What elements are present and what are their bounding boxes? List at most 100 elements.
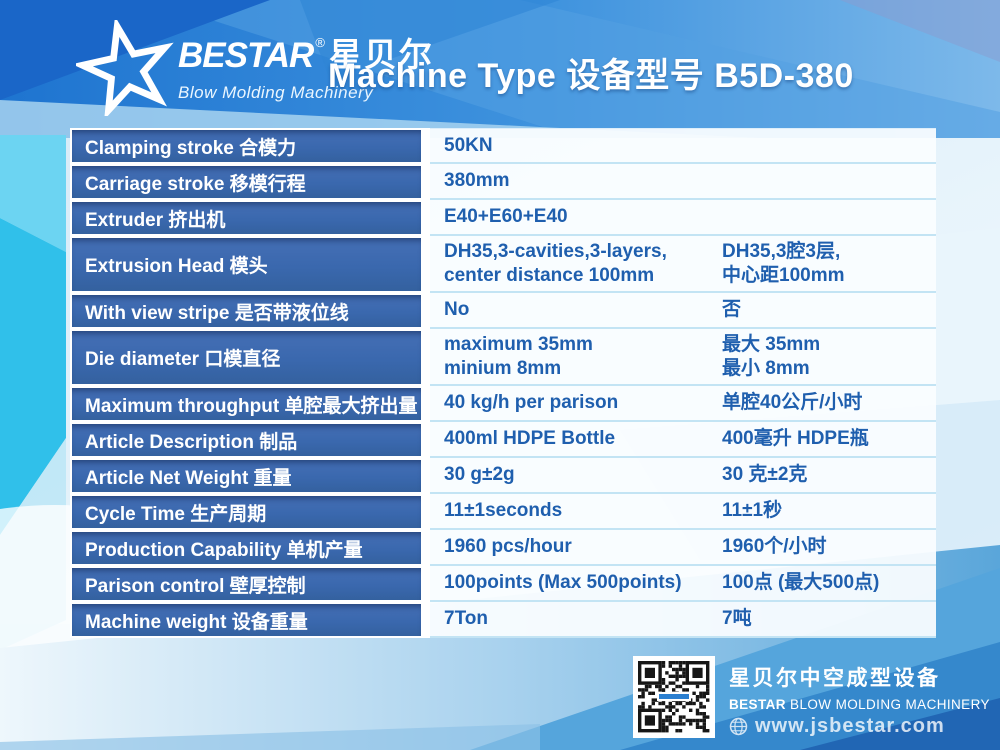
- table-row: Clamping stroke 合模力 50KN: [70, 128, 936, 164]
- website-line: www.jsbestar.com: [729, 715, 990, 738]
- value-english: maximum 35mm minium 8mm: [444, 334, 593, 379]
- value-chinese: DH35,3腔3层, 中心距100mm: [722, 241, 845, 286]
- value-chinese: 11±1秒: [722, 500, 783, 522]
- company-name-english: BESTAR BLOW MOLDING MACHINERY: [729, 697, 990, 712]
- table-row: Article Description 制品 400ml HDPE Bottle…: [70, 422, 936, 458]
- row-label-text: Extruder 挤出机: [85, 209, 226, 231]
- column-divider: [423, 602, 430, 638]
- row-values: 380mm: [430, 164, 936, 200]
- row-label: Article Net Weight 重量: [70, 458, 423, 494]
- row-label: Parison control 壁厚控制: [70, 566, 423, 602]
- value-chinese: 最大 35mm 最小 8mm: [722, 334, 821, 379]
- row-label-text: Production Capability 单机产量: [85, 539, 363, 561]
- logo-tagline: Blow Molding Machinery: [178, 83, 374, 102]
- row-label: Carriage stroke 移模行程: [70, 164, 423, 200]
- value-english: 7Ton: [444, 608, 488, 630]
- row-label: Clamping stroke 合模力: [70, 128, 423, 164]
- value-english: 1960 pcs/hour: [444, 536, 572, 558]
- row-label-text: Die diameter 口模直径: [85, 349, 281, 370]
- row-label-text: Extrusion Head 模头: [85, 256, 268, 277]
- row-label: Production Capability 单机产量: [70, 530, 423, 566]
- brand-name-chinese: 星贝尔: [328, 36, 434, 73]
- logo-text: BESTAR ® 星贝尔 Blow Molding Machinery: [178, 20, 434, 103]
- footer-brand-rest: BLOW MOLDING MACHINERY: [785, 697, 990, 712]
- column-divider: [423, 422, 430, 458]
- qr-code: [633, 656, 715, 738]
- value-english: 30 g±2g: [444, 464, 515, 486]
- table-row: Production Capability 单机产量 1960 pcs/hour…: [70, 530, 936, 566]
- value-chinese: 否: [722, 299, 742, 321]
- row-label: Article Description 制品: [70, 422, 423, 458]
- bestar-logo: BESTAR ® 星贝尔 Blow Molding Machinery: [76, 20, 434, 116]
- value-english: 380mm: [444, 170, 510, 192]
- row-label-text: Clamping stroke 合模力: [85, 137, 297, 159]
- table-row: Extruder 挤出机 E40+E60+E40: [70, 200, 936, 236]
- column-divider: [423, 566, 430, 602]
- row-values: 100points (Max 500points) 100点 (最大500点): [430, 566, 936, 602]
- row-values: 400ml HDPE Bottle 400毫升 HDPE瓶: [430, 422, 936, 458]
- company-name-chinese: 星贝尔中空成型设备: [729, 667, 941, 690]
- column-divider: [423, 494, 430, 530]
- row-label: With view stripe 是否带液位线: [70, 293, 423, 329]
- row-label-text: Parison control 壁厚控制: [85, 575, 306, 597]
- column-divider: [423, 128, 430, 164]
- row-values: E40+E60+E40: [430, 200, 936, 236]
- row-label-text: Machine weight 设备重量: [85, 611, 308, 633]
- row-values: 11±1seconds 11±1秒: [430, 494, 936, 530]
- row-values: 1960 pcs/hour 1960个/小时: [430, 530, 936, 566]
- table-row: Maximum throughput 单腔最大挤出量 40 kg/h per p…: [70, 386, 936, 422]
- table-row: Cycle Time 生产周期 11±1seconds 11±1秒: [70, 494, 936, 530]
- value-english: 100points (Max 500points): [444, 572, 682, 594]
- column-divider: [423, 458, 430, 494]
- footer-brand: BESTAR: [729, 697, 786, 712]
- website-url: www.jsbestar.com: [755, 715, 945, 737]
- table-row: Article Net Weight 重量 30 g±2g 30 克±2克: [70, 458, 936, 494]
- value-chinese: 1960个/小时: [722, 536, 827, 558]
- value-chinese: 单腔40公斤/小时: [722, 392, 863, 414]
- value-english: 400ml HDPE Bottle: [444, 428, 616, 450]
- row-label-text: Carriage stroke 移模行程: [85, 173, 306, 195]
- table-row: Machine weight 设备重量 7Ton 7吨: [70, 602, 936, 638]
- column-divider: [423, 293, 430, 329]
- value-english: 50KN: [444, 134, 493, 156]
- row-label: Die diameter 口模直径: [70, 329, 423, 386]
- value-english: DH35,3-cavities,3-layers, center distanc…: [444, 241, 667, 286]
- column-divider: [423, 530, 430, 566]
- row-values: No 否: [430, 293, 936, 329]
- globe-icon: [729, 717, 748, 736]
- column-divider: [423, 329, 430, 386]
- row-label-text: Maximum throughput 单腔最大挤出量: [85, 395, 418, 417]
- value-chinese: 400毫升 HDPE瓶: [722, 428, 869, 450]
- row-values: maximum 35mm minium 8mm 最大 35mm 最小 8mm: [430, 329, 936, 386]
- column-divider: [423, 236, 430, 293]
- value-english: 11±1seconds: [444, 500, 563, 522]
- star-logo-icon: [76, 20, 174, 116]
- spec-table: Clamping stroke 合模力 50KN Carriage stroke…: [70, 128, 936, 638]
- value-chinese: 100点 (最大500点): [722, 572, 880, 594]
- row-values: 30 g±2g 30 克±2克: [430, 458, 936, 494]
- row-label-text: Article Description 制品: [85, 431, 298, 453]
- footer-text: 星贝尔中空成型设备 BESTAR BLOW MOLDING MACHINERY …: [729, 656, 990, 738]
- page-title: Machine Type 设备型号 B5D-380: [328, 57, 854, 95]
- row-values: DH35,3-cavities,3-layers, center distanc…: [430, 236, 936, 293]
- value-chinese: 30 克±2克: [722, 464, 808, 486]
- value-english: E40+E60+E40: [444, 206, 568, 228]
- value-chinese: 7吨: [722, 608, 752, 630]
- table-row: Carriage stroke 移模行程 380mm: [70, 164, 936, 200]
- table-row: Extrusion Head 模头 DH35,3-cavities,3-laye…: [70, 236, 936, 293]
- row-label: Machine weight 设备重量: [70, 602, 423, 638]
- row-values: 40 kg/h per parison 单腔40公斤/小时: [430, 386, 936, 422]
- row-label: Extrusion Head 模头: [70, 236, 423, 293]
- row-label-text: Cycle Time 生产周期: [85, 503, 267, 525]
- registered-mark: ®: [315, 35, 325, 50]
- column-divider: [423, 386, 430, 422]
- value-english: No: [444, 299, 470, 321]
- row-label: Cycle Time 生产周期: [70, 494, 423, 530]
- row-label: Extruder 挤出机: [70, 200, 423, 236]
- column-divider: [423, 200, 430, 236]
- table-row: Die diameter 口模直径 maximum 35mm minium 8m…: [70, 329, 936, 386]
- brand-name: BESTAR: [178, 36, 314, 75]
- row-values: 50KN: [430, 128, 936, 164]
- table-row: Parison control 壁厚控制 100points (Max 500p…: [70, 566, 936, 602]
